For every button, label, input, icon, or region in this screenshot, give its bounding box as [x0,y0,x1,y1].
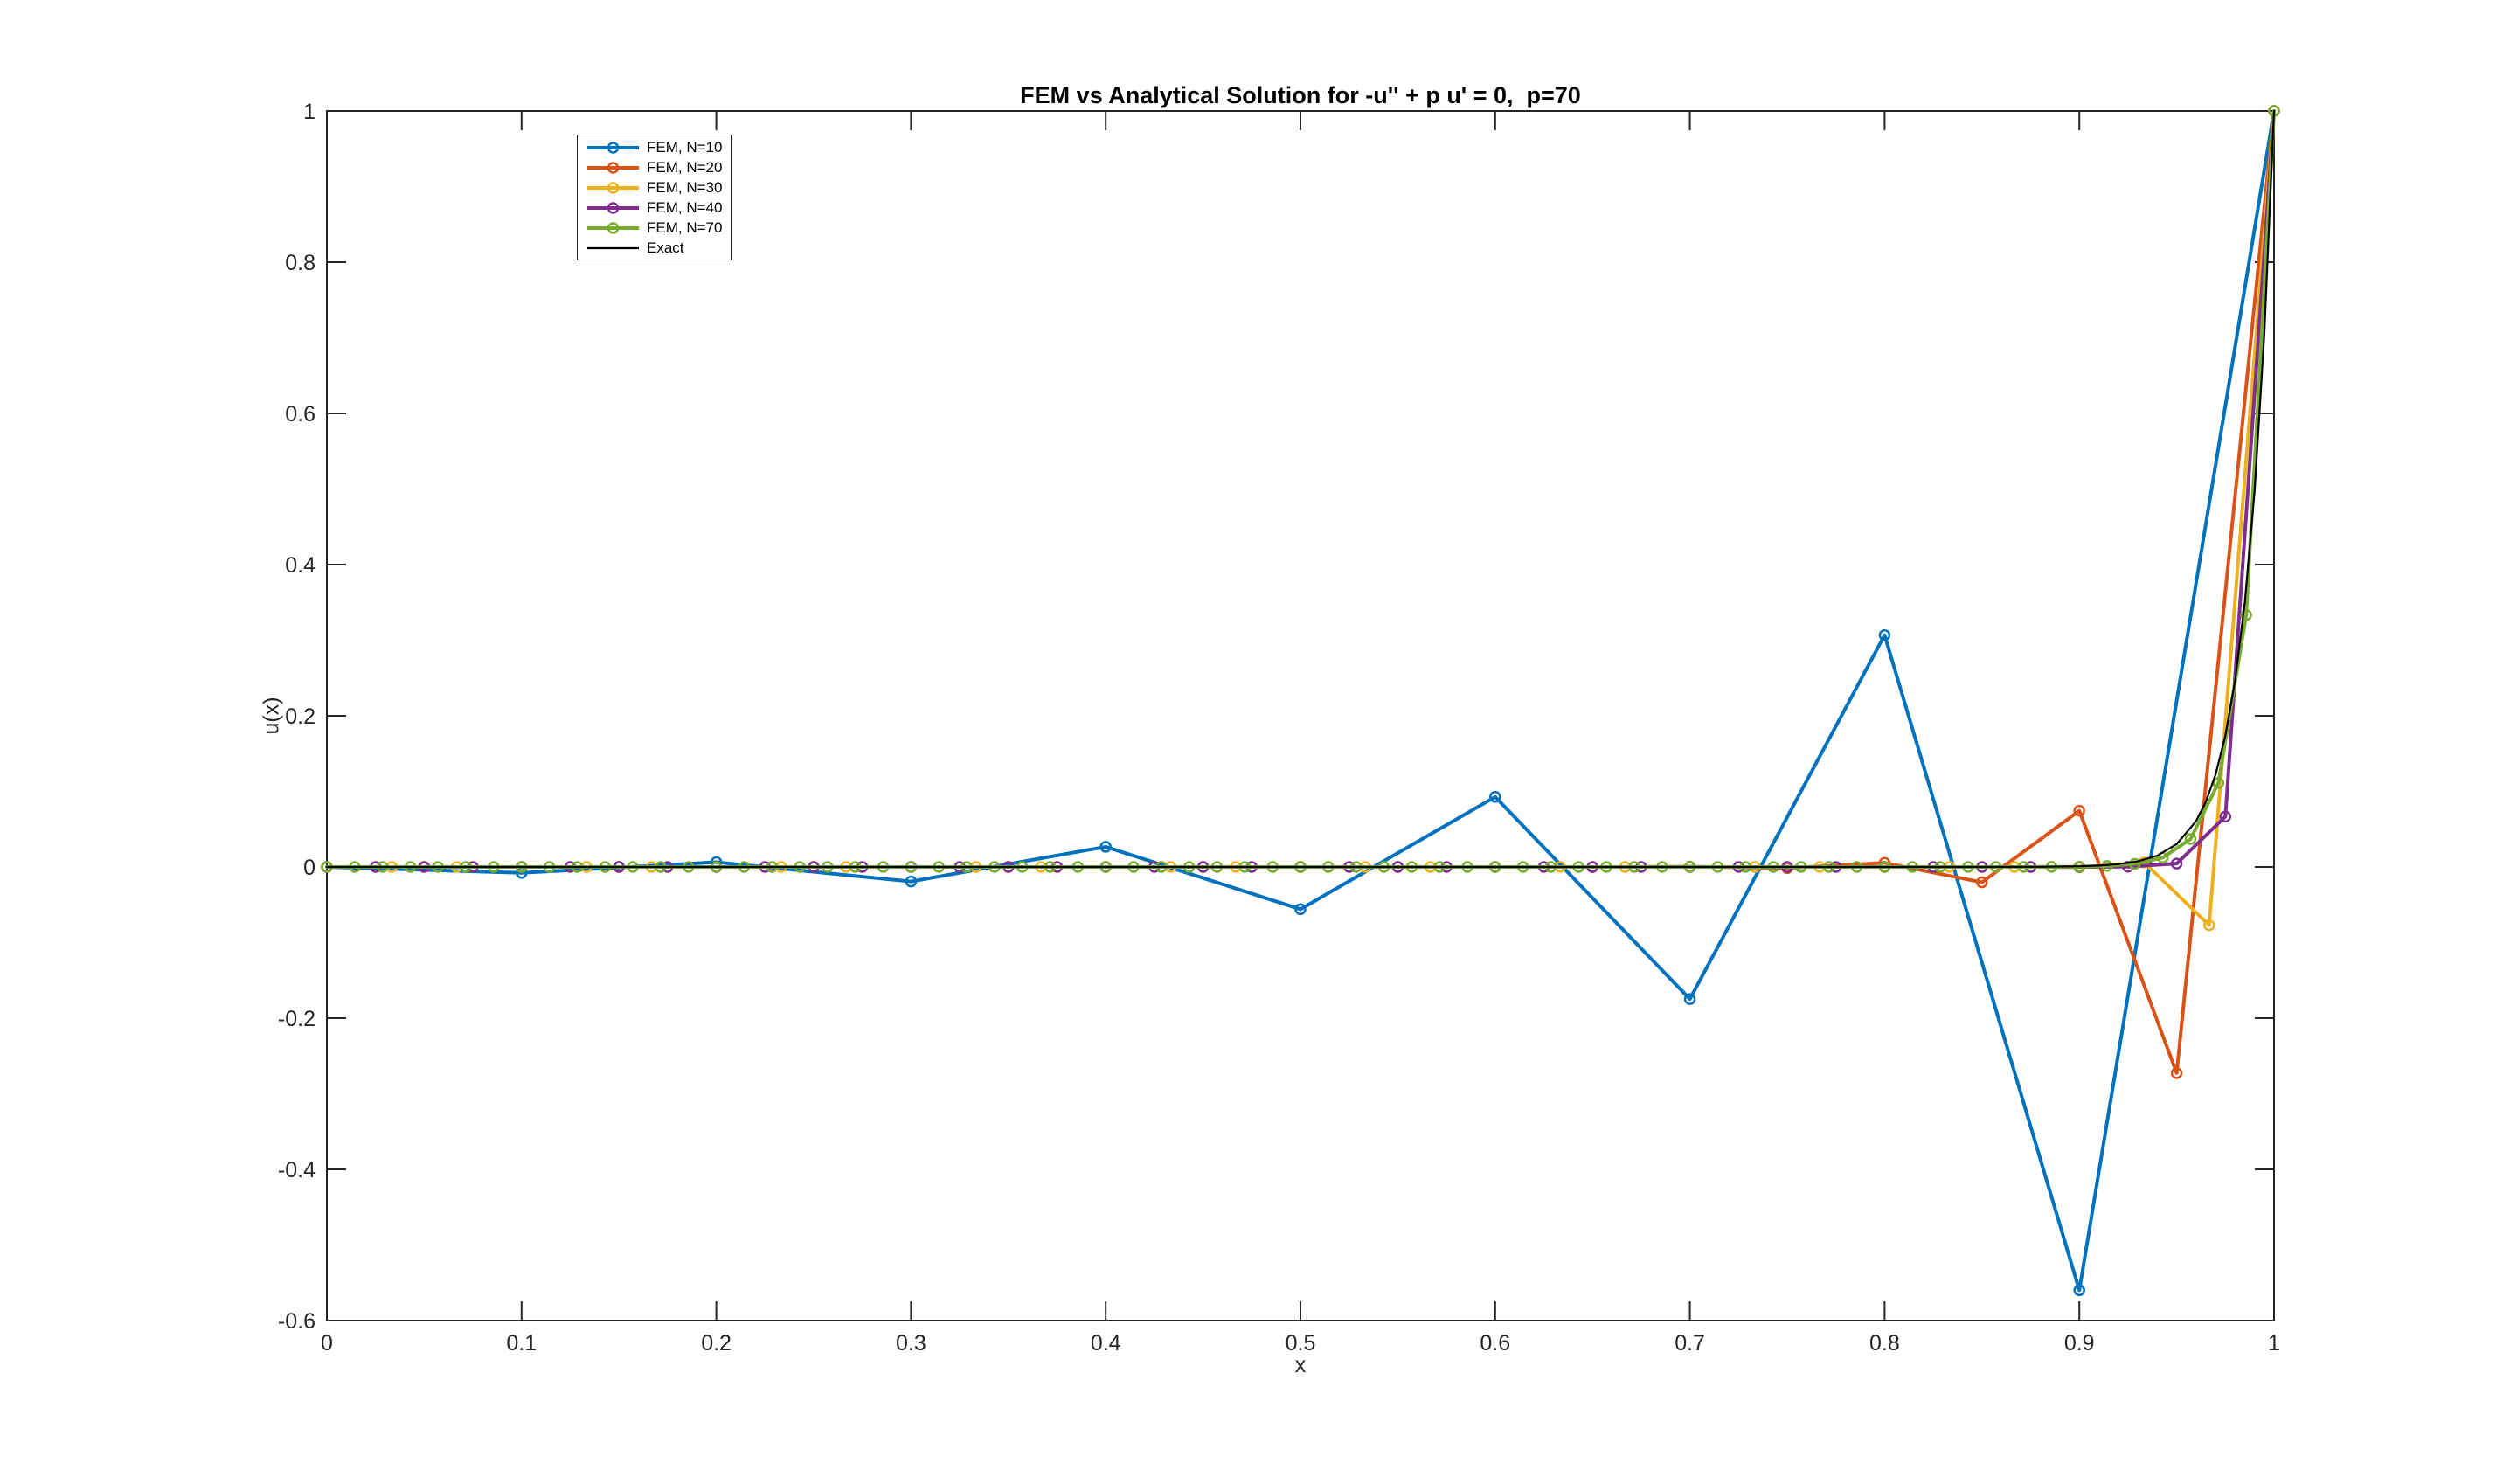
data-point-marker [2073,1284,2085,1297]
data-point-marker [2184,833,2197,845]
chart-title: FEM vs Analytical Solution for -u'' + p … [1020,82,1581,108]
series-exact-line [325,109,2276,869]
legend-label: FEM, N=10 [647,138,723,156]
x-tick-label: 0.4 [1091,1331,1121,1356]
y-tick-label: 0 [303,856,315,880]
x-tick-label: 0.5 [1286,1331,1316,1356]
x-tick-label: 0.2 [701,1331,732,1356]
legend-marker-icon [607,161,620,174]
y-tick-label: 0.6 [285,402,315,426]
y-tick-label: 0.2 [285,704,315,729]
data-point-marker [1099,841,1112,853]
legend-label: FEM, N=30 [647,178,723,196]
data-point-marker [1683,993,1696,1005]
legend-item-fem-n-30: FEM, N=30 [578,177,731,198]
legend-line-sample [587,221,639,234]
legend-line-sample [587,141,639,154]
legend-marker-icon [607,221,620,234]
data-point-marker [2170,857,2183,870]
legend: FEM, N=10 FEM, N=20 FEM, N=30 FEM, N=40 FEM,… [577,135,732,260]
legend-item-exact: Exact [578,238,731,258]
x-tick-label: 0.8 [1869,1331,1900,1356]
data-point-marker [2240,608,2252,621]
x-tick-label: 0.6 [1480,1331,1510,1356]
legend-line-sample [587,161,639,174]
legend-line-sample [587,246,639,249]
data-point-marker [2073,804,2085,817]
legend-line-sample [587,181,639,194]
legend-marker-icon [607,181,620,194]
y-tick-label: 1 [303,100,315,124]
data-point-marker [1878,628,1891,641]
x-tick-label: 1 [2268,1331,2280,1356]
y-tick-label: 0.8 [285,251,315,275]
data-point-marker [2212,777,2225,789]
y-axis-label: u(x) [259,697,284,735]
x-tick-label: 0.3 [896,1331,926,1356]
legend-label: FEM, N=20 [647,158,723,176]
y-tick-label: -0.6 [278,1309,315,1334]
legend-item-fem-n-10: FEM, N=10 [578,137,731,157]
legend-item-fem-n-20: FEM, N=20 [578,157,731,177]
data-point-marker [1294,903,1307,916]
y-tick-label: -0.2 [278,1007,315,1031]
x-tick-label: 0.7 [1675,1331,1705,1356]
y-tick-label: 0.4 [285,553,315,578]
data-point-marker [2219,810,2232,823]
x-tick-label: 0.1 [506,1331,537,1356]
data-point-marker [2129,857,2141,870]
legend-item-fem-n-40: FEM, N=40 [578,198,731,218]
axes-box [326,110,2275,1321]
series-fem-n-10-markers [321,105,2280,1297]
legend-line-sample [587,201,639,214]
data-point-marker [2170,1067,2183,1079]
data-point-marker [905,875,918,888]
series-fem-n-10-line [325,109,2276,1293]
data-point-marker [1976,876,1988,889]
x-axis-label: x [1294,1353,1307,1377]
data-point-marker [1489,791,1501,803]
data-point-marker [2202,919,2215,932]
legend-label: FEM, N=70 [647,218,723,236]
y-tick-label: -0.4 [278,1158,315,1182]
legend-label: FEM, N=40 [647,198,723,216]
legend-item-fem-n-70: FEM, N=70 [578,218,731,238]
x-tick-label: 0 [321,1331,333,1356]
legend-marker-icon [607,141,620,154]
legend-marker-icon [607,201,620,214]
x-tick-label: 0.9 [2064,1331,2095,1356]
legend-label: Exact [647,239,684,256]
